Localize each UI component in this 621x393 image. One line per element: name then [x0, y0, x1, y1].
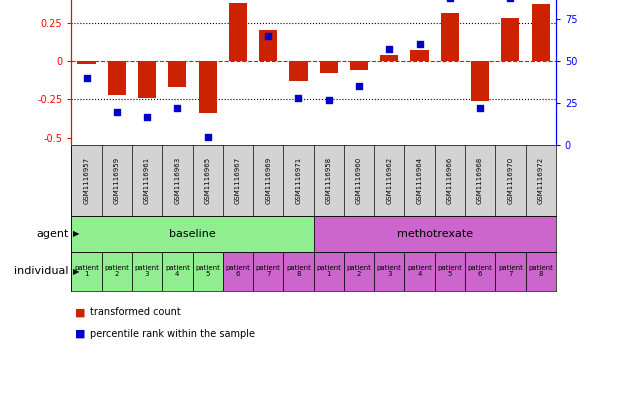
Bar [71, 216, 314, 252]
Text: agent: agent [36, 229, 68, 239]
Text: GSM1116965: GSM1116965 [205, 157, 211, 204]
Text: ▶: ▶ [73, 230, 79, 238]
Bar [132, 252, 162, 291]
Bar [71, 252, 102, 291]
Point [324, 97, 333, 103]
Text: GSM1116957: GSM1116957 [84, 157, 89, 204]
Bar [320, 61, 338, 73]
Bar [344, 252, 374, 291]
Text: baseline: baseline [169, 229, 216, 239]
Point [505, 0, 515, 2]
Bar [229, 2, 247, 61]
Text: GSM1116959: GSM1116959 [114, 157, 120, 204]
Point [263, 32, 273, 39]
Point [81, 75, 91, 81]
Bar [350, 61, 368, 70]
Text: transformed count: transformed count [90, 307, 181, 318]
Bar [380, 55, 398, 61]
Text: GSM1116963: GSM1116963 [175, 157, 180, 204]
Text: patient
3: patient 3 [135, 265, 160, 277]
Text: ■: ■ [75, 307, 85, 318]
Text: GSM1116971: GSM1116971 [296, 157, 301, 204]
Text: ▶: ▶ [73, 267, 79, 275]
Bar [495, 252, 525, 291]
Bar [168, 61, 186, 87]
Text: patient
6: patient 6 [468, 265, 492, 277]
Text: GSM1116958: GSM1116958 [326, 157, 332, 204]
Bar [465, 252, 495, 291]
Point [475, 105, 485, 111]
Text: GSM1116961: GSM1116961 [144, 157, 150, 204]
Text: GSM1116960: GSM1116960 [356, 157, 362, 204]
Point [112, 108, 122, 115]
Text: GSM1116972: GSM1116972 [538, 157, 543, 204]
Bar [259, 30, 277, 61]
Text: patient
1: patient 1 [74, 265, 99, 277]
Text: patient
4: patient 4 [407, 265, 432, 277]
Bar [162, 252, 193, 291]
Bar [410, 50, 428, 61]
Text: percentile rank within the sample: percentile rank within the sample [90, 329, 255, 339]
Text: GSM1116962: GSM1116962 [386, 157, 392, 204]
Point [173, 105, 183, 111]
Text: patient
8: patient 8 [528, 265, 553, 277]
Bar [108, 61, 126, 95]
Bar [253, 252, 283, 291]
Text: patient
5: patient 5 [195, 265, 220, 277]
Point [142, 114, 152, 120]
Point [294, 95, 304, 101]
Text: GSM1116967: GSM1116967 [235, 157, 241, 204]
Text: patient
5: patient 5 [437, 265, 462, 277]
Text: GSM1116968: GSM1116968 [477, 157, 483, 204]
Text: patient
2: patient 2 [104, 265, 129, 277]
Text: ■: ■ [75, 329, 85, 339]
Text: GSM1116970: GSM1116970 [507, 157, 514, 204]
Point [354, 83, 364, 89]
Point [202, 134, 212, 140]
Text: patient
1: patient 1 [316, 265, 341, 277]
Text: patient
2: patient 2 [347, 265, 371, 277]
Bar [471, 61, 489, 101]
Bar [314, 216, 556, 252]
Text: methotrexate: methotrexate [397, 229, 473, 239]
Bar [501, 18, 519, 61]
Text: individual: individual [14, 266, 68, 276]
Bar [193, 252, 223, 291]
Text: patient
6: patient 6 [225, 265, 250, 277]
Text: patient
4: patient 4 [165, 265, 190, 277]
Bar [525, 252, 556, 291]
Point [445, 0, 455, 2]
Bar [532, 4, 550, 61]
Text: patient
3: patient 3 [377, 265, 402, 277]
Text: GSM1116966: GSM1116966 [447, 157, 453, 204]
Bar [78, 61, 96, 64]
Text: patient
8: patient 8 [286, 265, 311, 277]
Bar [404, 252, 435, 291]
Text: patient
7: patient 7 [256, 265, 281, 277]
Bar [435, 252, 465, 291]
Bar [283, 252, 314, 291]
Bar [102, 252, 132, 291]
Bar [374, 252, 404, 291]
Text: GSM1116964: GSM1116964 [417, 157, 422, 204]
Bar [138, 61, 156, 98]
Bar [289, 61, 307, 81]
Bar [199, 61, 217, 113]
Text: patient
7: patient 7 [498, 265, 523, 277]
Bar [314, 252, 344, 291]
Text: GSM1116969: GSM1116969 [265, 157, 271, 204]
Bar [223, 252, 253, 291]
Point [415, 41, 425, 47]
Point [384, 46, 394, 52]
Bar [441, 13, 459, 61]
